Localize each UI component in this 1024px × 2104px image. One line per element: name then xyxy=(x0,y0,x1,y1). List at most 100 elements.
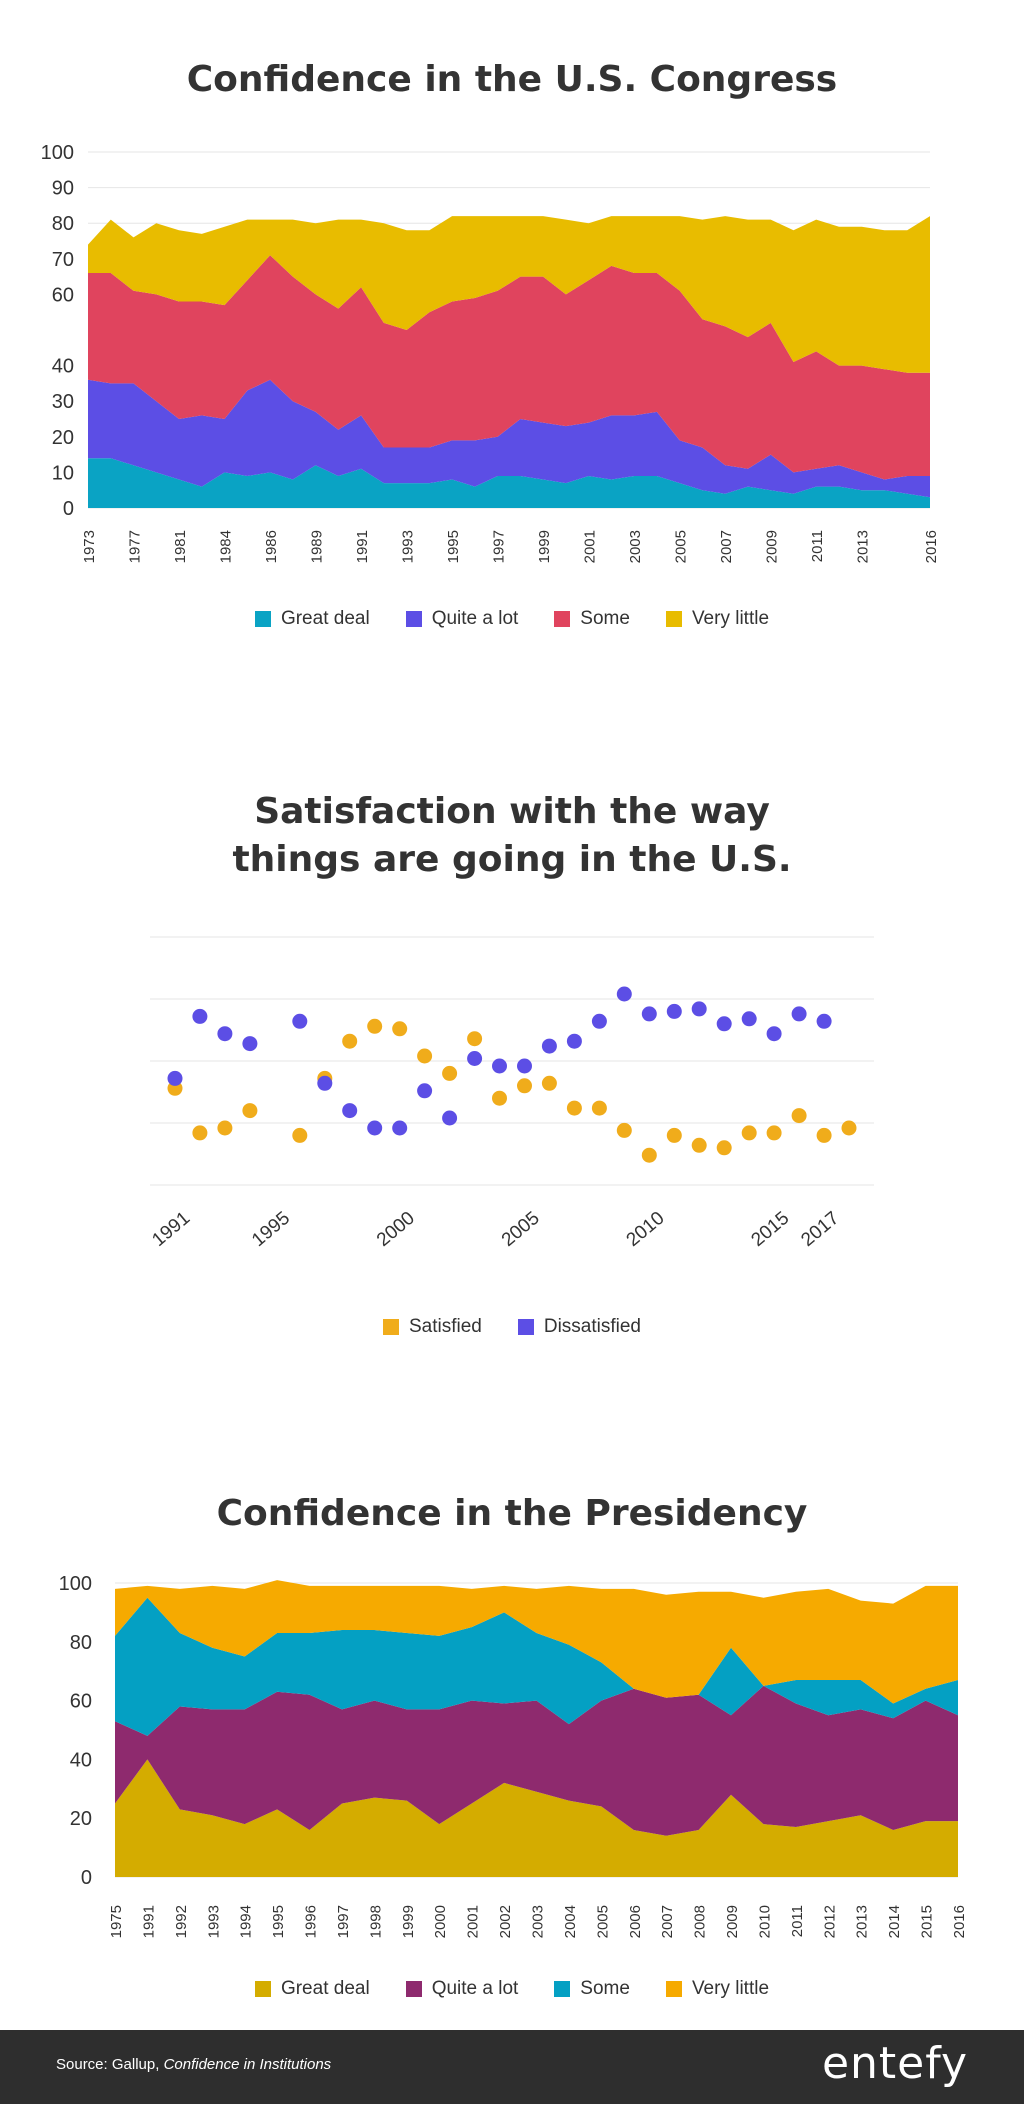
chart1-legend-swatch xyxy=(554,611,571,627)
chart3-x-tick: 2006 xyxy=(627,1905,644,1938)
chart3-x-tick: 2011 xyxy=(789,1905,806,1937)
chart2-point-dissatisfied xyxy=(641,1006,657,1022)
chart1-legend-item-great-deal: Great deal xyxy=(254,608,370,630)
chart2-point-dissatisfied xyxy=(442,1110,458,1126)
chart2-point-satisfied xyxy=(541,1075,557,1091)
chart3-x-tick: 2005 xyxy=(594,1905,611,1938)
chart3-legend-swatch xyxy=(554,1981,571,1997)
chart3-x-tick: 2013 xyxy=(854,1905,871,1938)
chart3-x-tick: 2001 xyxy=(465,1905,482,1938)
chart2-point-dissatisfied xyxy=(467,1051,483,1066)
chart1-y-tick: 40 xyxy=(52,356,74,378)
chart3-x-tick: 2004 xyxy=(562,1905,579,1938)
chart1-y-tick: 10 xyxy=(52,462,74,484)
chart3-area-quite-a-lot xyxy=(115,1685,958,1836)
chart3-legend-swatch xyxy=(254,1981,271,1997)
chart1-x-tick: 2007 xyxy=(718,530,735,563)
chart1-y-tick: 70 xyxy=(52,249,74,271)
chart2-point-dissatisfied xyxy=(766,1026,782,1042)
chart3-x-tick: 2014 xyxy=(886,1905,903,1938)
chart1-x-tick: 1991 xyxy=(354,530,371,563)
chart2-legend-swatch xyxy=(517,1319,534,1335)
chart3-plot: 0 20 40 60 80 100 1975 1991 1992 1993 1994 1995 1996… xyxy=(59,1573,968,1938)
chart1-area-quite-a-lot xyxy=(88,379,930,498)
chart2-plot: 1991 1995 2000 2005 2010 2015 2017 xyxy=(148,936,874,1251)
chart3-legend-item-some: Some xyxy=(554,1978,630,2000)
chart2-point-dissatisfied xyxy=(342,1103,358,1119)
chart2-point-satisfied xyxy=(716,1140,732,1156)
chart3-title: Confidence in the Presidency xyxy=(216,1493,808,1534)
chart2-point-satisfied xyxy=(492,1090,507,1106)
chart3-legend-label: Quite a lot xyxy=(431,1978,519,1999)
chart3-y-tick: 60 xyxy=(70,1691,92,1713)
chart1-legend-label: Great deal xyxy=(280,608,370,629)
chart2-point-dissatisfied xyxy=(392,1120,408,1136)
source-text: Source: Gallup, Confidence in Institutio… xyxy=(56,2056,331,2073)
chart2-point-dissatisfied xyxy=(517,1058,532,1074)
chart1-x-tick: 2011 xyxy=(809,530,826,562)
chart2-point-satisfied xyxy=(566,1100,582,1116)
chart2-point-satisfied xyxy=(517,1078,532,1094)
chart2-point-satisfied xyxy=(616,1122,632,1138)
chart2-legend-label: Dissatisfied xyxy=(543,1316,642,1337)
chart1-y-tick: 90 xyxy=(52,178,74,200)
chart2-point-dissatisfied xyxy=(192,1008,208,1024)
chart2-point-dissatisfied xyxy=(741,1011,757,1027)
chart3-x-tick: 2010 xyxy=(756,1905,773,1938)
chart3-y-tick: 0 xyxy=(81,1867,92,1889)
chart2-point-satisfied xyxy=(442,1065,458,1081)
chart2-legend-item-dissatisfied: Dissatisfied xyxy=(517,1316,642,1338)
chart2-point-satisfied xyxy=(591,1100,607,1116)
chart1-y-tick: 0 xyxy=(63,498,74,520)
chart1-legend-swatch xyxy=(254,611,271,627)
chart1-x-tick: 1995 xyxy=(445,530,462,563)
chart2-point-satisfied xyxy=(691,1137,707,1153)
chart2-point-satisfied xyxy=(467,1031,483,1047)
chart2-point-satisfied xyxy=(791,1108,807,1124)
chart1-legend-item-very-little: Very little xyxy=(665,608,769,630)
chart2-point-dissatisfied xyxy=(317,1075,333,1091)
chart3-x-tick: 1975 xyxy=(108,1905,125,1938)
chart2-point-dissatisfied xyxy=(791,1006,807,1022)
chart2-point-dissatisfied xyxy=(242,1036,258,1052)
chart2-point-dissatisfied xyxy=(541,1038,557,1054)
chart2-legend-item-satisfied: Satisfied xyxy=(382,1316,482,1338)
chart3-y-tick: 20 xyxy=(70,1808,92,1830)
chart1-area-great-deal xyxy=(88,458,930,508)
chart2-point-dissatisfied xyxy=(417,1083,433,1099)
chart3-legend-label: Great deal xyxy=(280,1978,370,1999)
chart3-x-tick: 1997 xyxy=(335,1905,352,1938)
chart3-x-tick: 2003 xyxy=(530,1905,547,1938)
footer: Source: Gallup, Confidence in Institutio… xyxy=(0,2030,1024,2104)
chart2-point-satisfied xyxy=(816,1127,832,1143)
chart1-x-tick: 2005 xyxy=(673,530,690,563)
chart1-y-tick: 100 xyxy=(41,142,74,164)
chart3-legend-swatch xyxy=(665,1981,682,1997)
chart3-x-tick: 1999 xyxy=(400,1905,417,1938)
chart1-legend: Great deal Quite a lot Some Very little xyxy=(0,608,1024,630)
chart3-x-tick: 2016 xyxy=(951,1905,968,1938)
chart3-x-tick: 1991 xyxy=(140,1905,157,1938)
chart2-point-satisfied xyxy=(392,1021,408,1037)
chart3-x-tick: 1998 xyxy=(367,1905,384,1938)
chart1-x-tick: 1984 xyxy=(218,530,235,563)
chart1-x-tick: 2013 xyxy=(855,530,872,563)
chart3-x-tick: 2008 xyxy=(692,1905,709,1938)
chart3-area-some xyxy=(115,1597,958,1736)
chart3-x-tick: 1996 xyxy=(303,1905,320,1938)
chart3-legend: Great deal Quite a lot Some Very little xyxy=(0,1978,1024,2000)
chart2-point-satisfied xyxy=(242,1103,258,1119)
chart2-point-satisfied xyxy=(641,1147,657,1163)
chart1-x-tick: 1999 xyxy=(536,530,553,563)
chart1-legend-swatch xyxy=(405,611,422,627)
chart1-legend-item-some: Some xyxy=(554,608,630,630)
chart2-point-satisfied xyxy=(841,1120,857,1136)
source-prefix: Source: Gallup, xyxy=(56,2056,164,2073)
chart2-point-satisfied xyxy=(342,1033,358,1049)
brand-logo: entefy xyxy=(821,2038,968,2089)
chart2-title: Satisfaction with the way things are goi… xyxy=(232,791,792,880)
chart3-y-tick: 80 xyxy=(70,1632,92,1654)
chart1-x-tick: 1973 xyxy=(81,530,98,563)
source-title: Confidence in Institutions xyxy=(163,2056,332,2073)
chart3-legend-swatch xyxy=(405,1981,422,1997)
